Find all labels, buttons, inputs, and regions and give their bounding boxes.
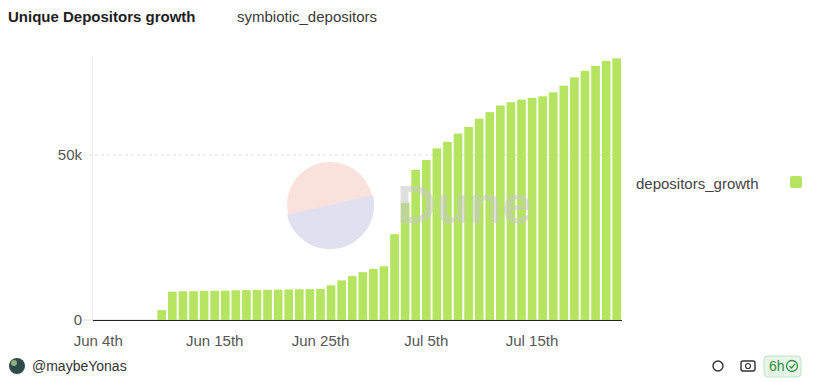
- bar: [390, 234, 399, 320]
- icon[interactable]: [713, 361, 723, 371]
- x-tick-label: Jun 25th: [292, 332, 350, 349]
- chart: Unique Depositors growth symbiotic_deposi…: [0, 0, 818, 382]
- bars: [157, 58, 621, 320]
- age: 6h: [769, 358, 785, 374]
- avatar: [11, 360, 17, 366]
- y-tick-label: 50k: [58, 146, 83, 163]
- bar: [126, 320, 135, 321]
- bar: [369, 269, 378, 320]
- bar: [210, 291, 219, 320]
- bar: [179, 291, 188, 320]
- bar: [274, 290, 283, 320]
- x-axis-line: [93, 320, 622, 321]
- age-badge: [764, 356, 801, 377]
- subtitle: symbiotic_depositors: [237, 8, 377, 25]
- bar: [348, 276, 357, 320]
- x-tick-label: Jul 5th: [404, 332, 448, 349]
- bar: [115, 320, 124, 321]
- bar: [94, 320, 103, 321]
- bar: [602, 61, 611, 320]
- check-icon: [787, 361, 798, 372]
- bar: [147, 320, 156, 321]
- bar: [316, 289, 325, 320]
- x-tick-label: Jul 15th: [506, 332, 559, 349]
- watermark-text: Dune: [397, 174, 532, 234]
- bar: [612, 58, 621, 320]
- title: Unique Depositors growth: [8, 8, 196, 25]
- bar: [591, 66, 600, 320]
- bar: [263, 290, 272, 320]
- icon: [746, 364, 751, 369]
- bar: [105, 320, 114, 321]
- bar: [295, 289, 304, 320]
- bar: [231, 290, 240, 320]
- x-tick-label: Jun 15th: [186, 332, 244, 349]
- watermark: Dune: [287, 162, 532, 249]
- bar: [168, 292, 177, 320]
- bar: [284, 289, 293, 320]
- bar: [327, 285, 336, 320]
- legend-label: depositors_growth: [636, 175, 759, 192]
- bar: [380, 266, 389, 320]
- check-icon: [790, 364, 796, 368]
- bar: [549, 92, 558, 320]
- bar: [253, 290, 262, 320]
- bar: [242, 290, 251, 320]
- bar: [189, 291, 198, 320]
- bar: [581, 71, 590, 320]
- watermark-logo: [287, 195, 374, 249]
- icon[interactable]: [741, 361, 755, 371]
- legend-swatch: [790, 176, 802, 188]
- y-axis-line: [92, 56, 93, 320]
- bar: [200, 291, 209, 320]
- bar: [221, 291, 230, 320]
- bar: [306, 289, 315, 320]
- x-tick-label: Jun 4th: [74, 332, 123, 349]
- bar: [538, 96, 547, 320]
- bar: [337, 280, 346, 320]
- avatar: [9, 358, 25, 374]
- bar: [358, 272, 367, 320]
- y-tick-label: 0: [74, 311, 82, 328]
- bar: [157, 310, 166, 320]
- bar: [136, 320, 145, 321]
- bar: [570, 77, 579, 320]
- bar: [559, 86, 568, 320]
- author: @maybeYonas: [32, 358, 127, 374]
